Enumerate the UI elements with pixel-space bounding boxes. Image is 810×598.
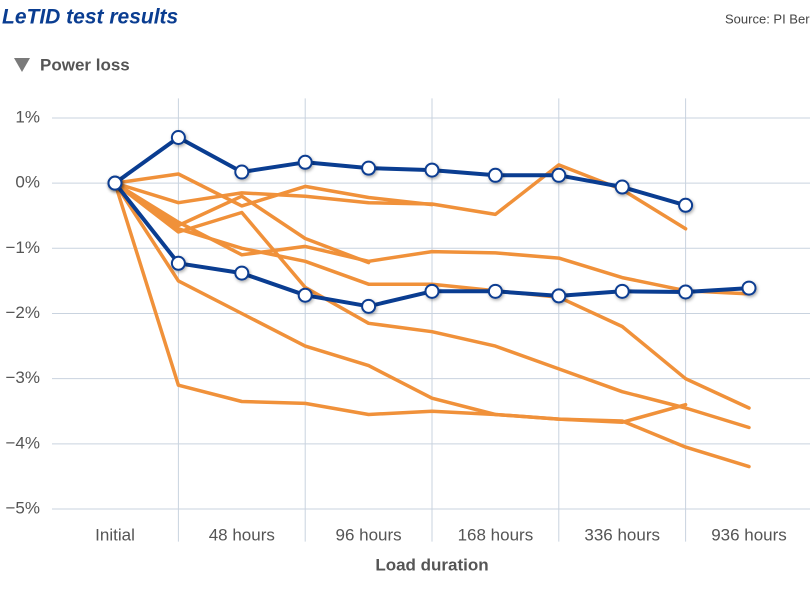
marker: [678, 284, 694, 300]
x-axis-label: Load duration: [375, 555, 488, 574]
x-tick-label: 96 hours: [336, 525, 402, 544]
marker: [297, 287, 313, 303]
marker: [170, 130, 186, 146]
series-line: [113, 181, 751, 469]
marker: [234, 265, 250, 281]
source: Source: PI Berlin: [725, 11, 810, 26]
marker: [487, 167, 503, 183]
marker: [361, 298, 377, 314]
y-tick-label: 1%: [15, 107, 40, 126]
marker: [487, 283, 503, 299]
marker: [170, 255, 186, 271]
x-tick-label: 168 hours: [458, 525, 534, 544]
marker: [551, 288, 567, 304]
marker: [424, 283, 440, 299]
subtitle-icon: [14, 58, 30, 72]
marker: [741, 280, 757, 296]
marker: [107, 175, 123, 191]
marker: [424, 162, 440, 178]
marker: [614, 283, 630, 299]
x-tick-label: 936 hours: [711, 525, 787, 544]
series-line: [113, 163, 688, 231]
y-tick-label: −2%: [6, 303, 41, 322]
marker: [614, 179, 630, 195]
marker: [678, 197, 694, 213]
y-tick-label: −5%: [6, 498, 41, 517]
series-line: [113, 135, 688, 208]
chart-title: LeTID test results: [2, 6, 178, 29]
y-tick-label: −3%: [6, 368, 41, 387]
series-line: [113, 181, 751, 296]
series-line: [113, 181, 751, 430]
y-tick-label: −4%: [6, 433, 41, 452]
x-tick-label: 336 hours: [584, 525, 660, 544]
lines: [107, 130, 757, 469]
marker: [297, 154, 313, 170]
marker: [551, 167, 567, 183]
y-tick-label: −1%: [6, 238, 41, 257]
x-tick-label: 48 hours: [209, 525, 275, 544]
series-line: [113, 172, 434, 208]
labels: 1% 0% −1% −2% −3% −4% −5% Initial 48 hours 96 hou…: [6, 107, 787, 544]
series-line: [113, 181, 688, 425]
x-tick-label: Initial: [95, 525, 135, 544]
marker: [361, 160, 377, 176]
marker: [234, 164, 250, 180]
subtitle: Power loss: [40, 55, 130, 74]
y-tick-label: 0%: [15, 173, 40, 192]
series-line: [113, 181, 371, 265]
